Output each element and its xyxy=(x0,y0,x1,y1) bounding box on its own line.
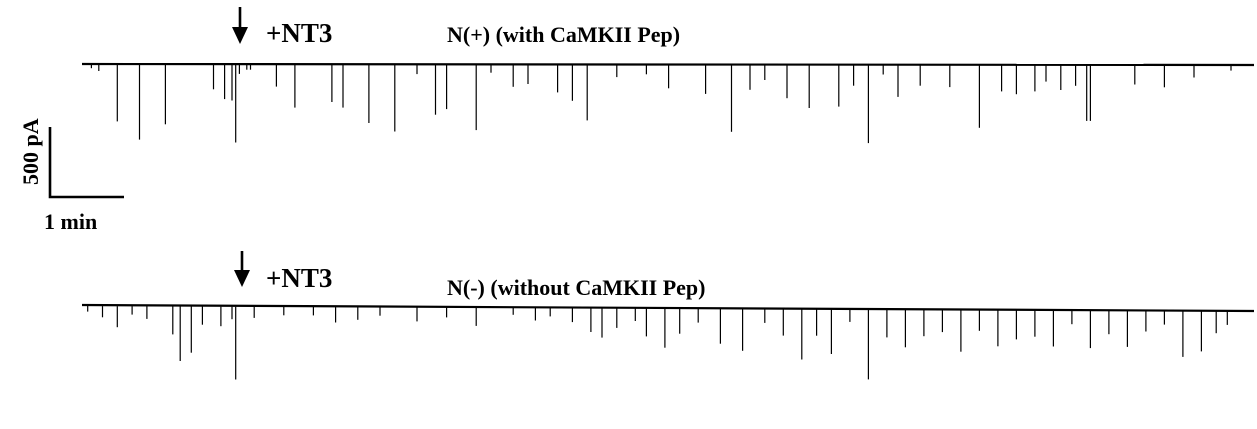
trace-panel-without-camkii-pep: +NT3 N(-) (without CaMKII Pep) xyxy=(81,251,1255,380)
scale-bar-lines xyxy=(48,127,124,199)
trace-baseline xyxy=(81,303,1255,313)
nt3-arrow-icon xyxy=(234,251,250,287)
nt3-application-label: +NT3 xyxy=(266,263,332,293)
trace-events xyxy=(90,64,1232,144)
scale-bar: 500 pA 1 min xyxy=(18,118,124,234)
trace-panel-with-camkii-pep: +NT3 N(+) (with CaMKII Pep) xyxy=(81,7,1255,144)
trace-title: N(-) (without CaMKII Pep) xyxy=(447,275,705,300)
nt3-application-label: +NT3 xyxy=(266,18,332,48)
scale-bar-time-label: 1 min xyxy=(44,209,97,234)
trace-title: N(+) (with CaMKII Pep) xyxy=(447,22,680,47)
trace-events xyxy=(87,306,1228,380)
scale-bar-current-label: 500 pA xyxy=(18,118,43,185)
nt3-arrow-icon xyxy=(232,7,248,44)
